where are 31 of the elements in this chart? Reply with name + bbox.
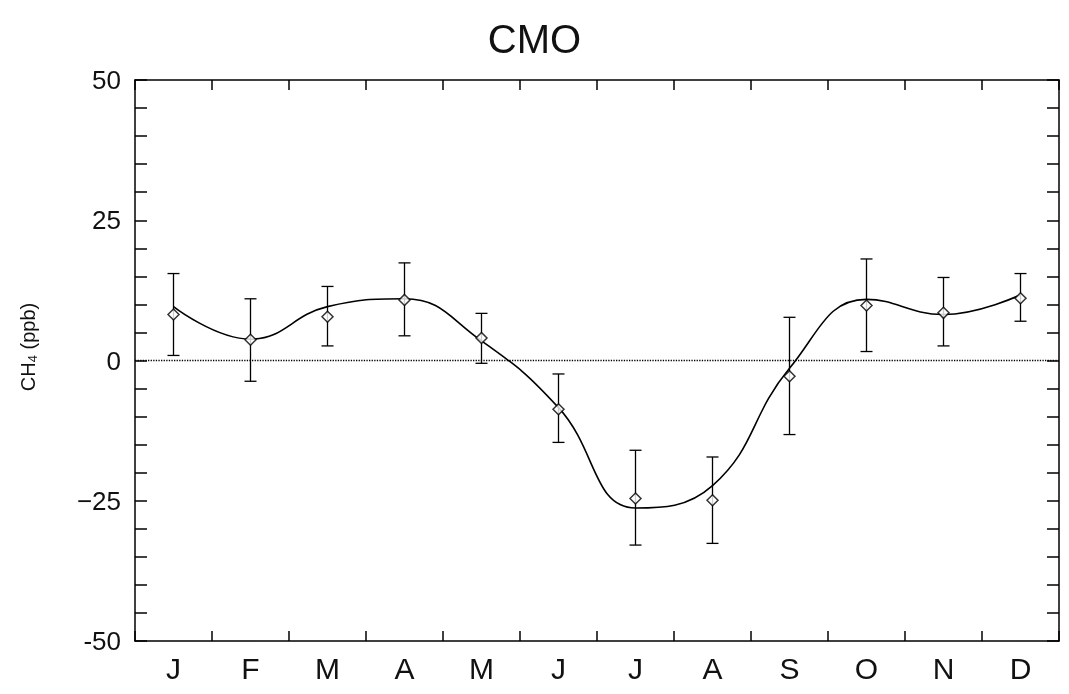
- y-axis-title: CH4 (ppb): [17, 302, 40, 392]
- point: [937, 306, 950, 320]
- y-tick-label: −25: [76, 485, 121, 516]
- x-tick-label: N: [932, 651, 955, 685]
- x-tick-label: J: [551, 651, 566, 685]
- x-tick-label: M: [469, 651, 494, 685]
- y-tick-label: 50: [92, 65, 121, 95]
- x-tick-label: M: [315, 651, 340, 685]
- x-tick-label: A: [702, 651, 723, 685]
- point: [244, 333, 257, 346]
- y-tick-label: 0: [106, 345, 121, 376]
- x-tick-label: S: [779, 651, 800, 685]
- y-tick-label: 25: [92, 205, 121, 236]
- point: [552, 403, 565, 416]
- y-tick-label: -50: [83, 626, 121, 656]
- point: [783, 369, 796, 383]
- x-tick-label: O: [854, 651, 879, 685]
- x-tick-label: D: [1009, 651, 1032, 685]
- chart-title: CMO: [487, 17, 582, 61]
- point: [629, 492, 642, 505]
- x-tick-label: J: [166, 651, 181, 685]
- x-tick-label: F: [241, 651, 260, 685]
- x-tick-label: J: [628, 651, 643, 685]
- point: [167, 308, 180, 321]
- point: [706, 493, 719, 507]
- x-tick-label: A: [394, 651, 415, 685]
- point: [398, 293, 411, 307]
- point: [1014, 291, 1027, 305]
- point: [475, 331, 488, 345]
- point: [860, 299, 873, 312]
- point: [321, 310, 334, 323]
